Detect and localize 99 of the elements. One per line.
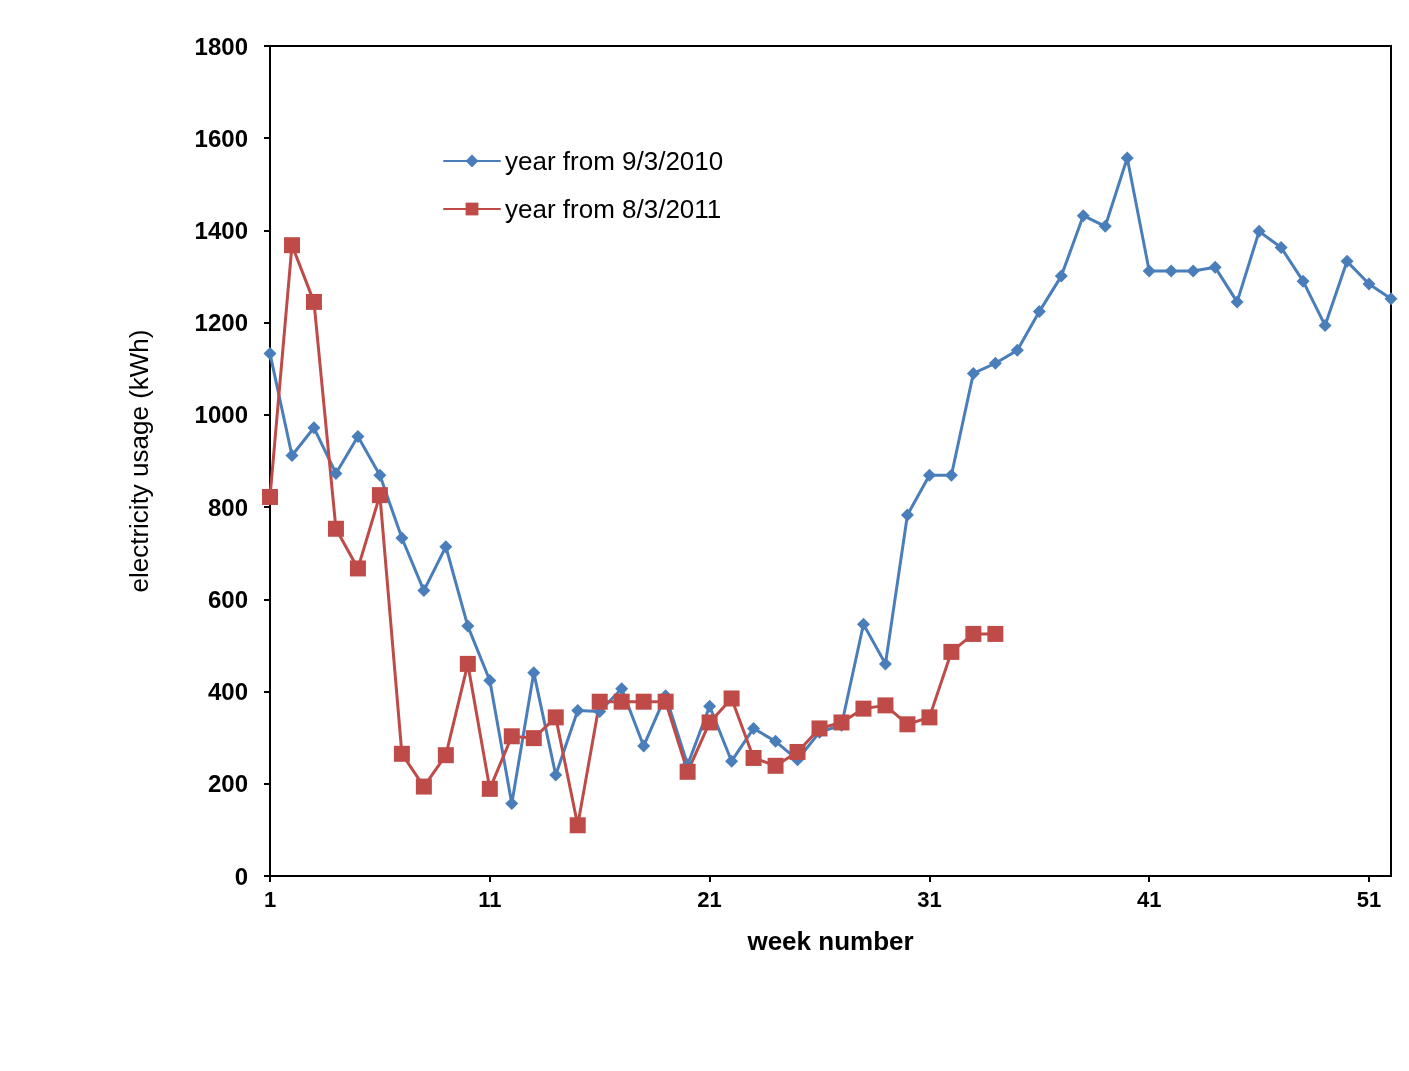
point: [703, 699, 717, 713]
point: [987, 625, 1004, 642]
point: [877, 697, 894, 714]
point: [461, 619, 475, 633]
point: [1120, 151, 1134, 165]
y-tick-label: 400: [207, 678, 248, 706]
point: [1076, 209, 1090, 223]
point: [745, 749, 762, 766]
point: [635, 693, 652, 710]
y-tick-label: 200: [207, 770, 248, 798]
point: [1296, 274, 1310, 288]
point: [1010, 343, 1024, 357]
point: [615, 682, 629, 696]
point: [789, 743, 806, 760]
y-tick-label: 800: [207, 493, 248, 521]
point: [439, 540, 453, 554]
point: [855, 700, 872, 717]
point: [767, 757, 784, 774]
x-tick-label: 11: [478, 886, 502, 912]
point: [263, 347, 277, 361]
point: [725, 754, 739, 768]
legend-label: year from 9/3/2010: [505, 146, 724, 176]
point: [437, 747, 454, 764]
point: [1164, 264, 1178, 278]
point: [393, 745, 410, 762]
point: [833, 714, 850, 731]
point: [613, 693, 630, 710]
point: [1340, 254, 1354, 268]
point: [547, 709, 564, 726]
point: [262, 488, 278, 505]
point: [965, 625, 982, 642]
point: [371, 487, 388, 504]
point: [1384, 292, 1398, 306]
point: [1186, 264, 1200, 278]
point: [459, 655, 476, 672]
point: [966, 366, 980, 380]
point: [899, 716, 916, 733]
point: [525, 730, 542, 747]
point: [856, 617, 870, 631]
point: [591, 693, 608, 710]
x-axis-title: week number: [746, 926, 914, 956]
point: [943, 643, 960, 660]
x-tick-label: 41: [1136, 886, 1162, 912]
point: [723, 690, 740, 707]
point: [637, 739, 651, 753]
y-tick-label: 1000: [194, 401, 248, 429]
point: [373, 468, 387, 482]
point: [988, 356, 1002, 370]
point: [1142, 264, 1156, 278]
point: [415, 778, 432, 795]
point: [285, 448, 299, 462]
y-tick-label: 0: [234, 862, 248, 890]
point: [307, 421, 321, 435]
point: [921, 709, 938, 726]
point: [417, 584, 431, 598]
y-tick-label: 1800: [194, 32, 248, 60]
point: [571, 703, 585, 717]
x-tick-label: 21: [697, 886, 722, 912]
point: [395, 531, 409, 545]
point: [1032, 305, 1046, 319]
point: [657, 693, 674, 710]
point: [1230, 295, 1244, 309]
point: [679, 763, 696, 780]
y-tick-label: 1600: [194, 124, 248, 152]
point: [922, 468, 936, 482]
point: [1318, 318, 1332, 332]
x-tick-label: 31: [917, 886, 942, 912]
point: [878, 657, 892, 671]
point: [481, 780, 498, 797]
point: [769, 734, 783, 748]
point: [527, 666, 541, 680]
x-tick-label: 1: [263, 886, 277, 912]
point: [1054, 269, 1068, 283]
point: [327, 520, 344, 537]
point: [483, 673, 497, 687]
legend-label: year from 8/3/2011: [505, 194, 722, 224]
point: [701, 714, 718, 731]
point: [1098, 219, 1112, 233]
x-tick-label: 51: [1356, 886, 1382, 912]
point: [1208, 260, 1222, 274]
point: [505, 797, 519, 811]
point: [549, 768, 563, 782]
y-tick-label: 1400: [194, 216, 248, 244]
y-tick-label: 600: [207, 585, 248, 613]
point: [351, 430, 365, 444]
point: [283, 237, 300, 254]
point: [1274, 241, 1288, 255]
point: [747, 721, 761, 735]
point: [349, 560, 366, 577]
point: [944, 468, 958, 482]
point: [329, 466, 343, 480]
point: [900, 508, 914, 522]
y-tick-label: 1200: [194, 309, 248, 337]
point: [503, 728, 520, 745]
point: [1362, 277, 1376, 291]
point: [305, 293, 322, 310]
y-axis-title: electricity usage (kWh): [124, 329, 154, 593]
point: [569, 817, 586, 834]
point: [1252, 224, 1266, 238]
